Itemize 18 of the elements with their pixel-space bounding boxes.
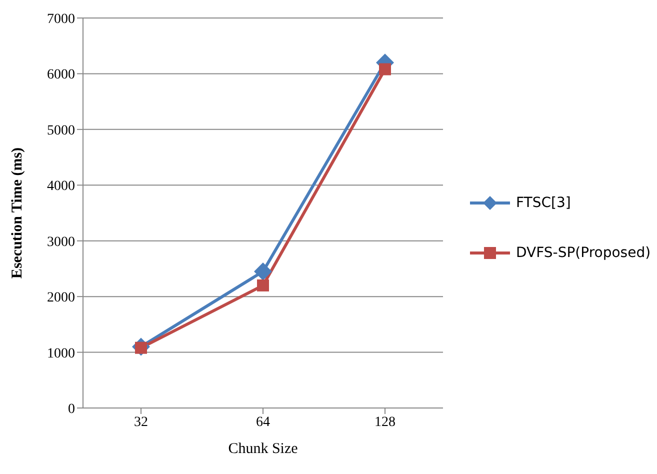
y-axis-title: Esecution Time (ms) xyxy=(9,147,26,279)
point xyxy=(254,262,272,280)
x-axis-title: Chunk Size xyxy=(228,441,298,457)
y-tick-label: 4000 xyxy=(47,179,75,194)
legend-label: FTSC[3] xyxy=(516,195,571,211)
y-tick-label: 6000 xyxy=(47,68,75,83)
y-tick-label: 0 xyxy=(68,402,75,417)
x-tick-label: 64 xyxy=(256,414,270,430)
y-tick-label: 2000 xyxy=(47,290,75,306)
point xyxy=(379,63,391,76)
x-tick-label: 128 xyxy=(374,414,396,430)
point xyxy=(257,279,269,292)
legend-label: DVFS-SP(Proposed) xyxy=(516,245,651,261)
x-tick-label: 32 xyxy=(134,414,148,430)
y-tick-label: 1000 xyxy=(47,346,75,362)
y-tick-label: 3000 xyxy=(47,234,75,250)
y-tick-label: 5000 xyxy=(47,123,75,138)
y-tick-label: 7000 xyxy=(47,12,75,27)
